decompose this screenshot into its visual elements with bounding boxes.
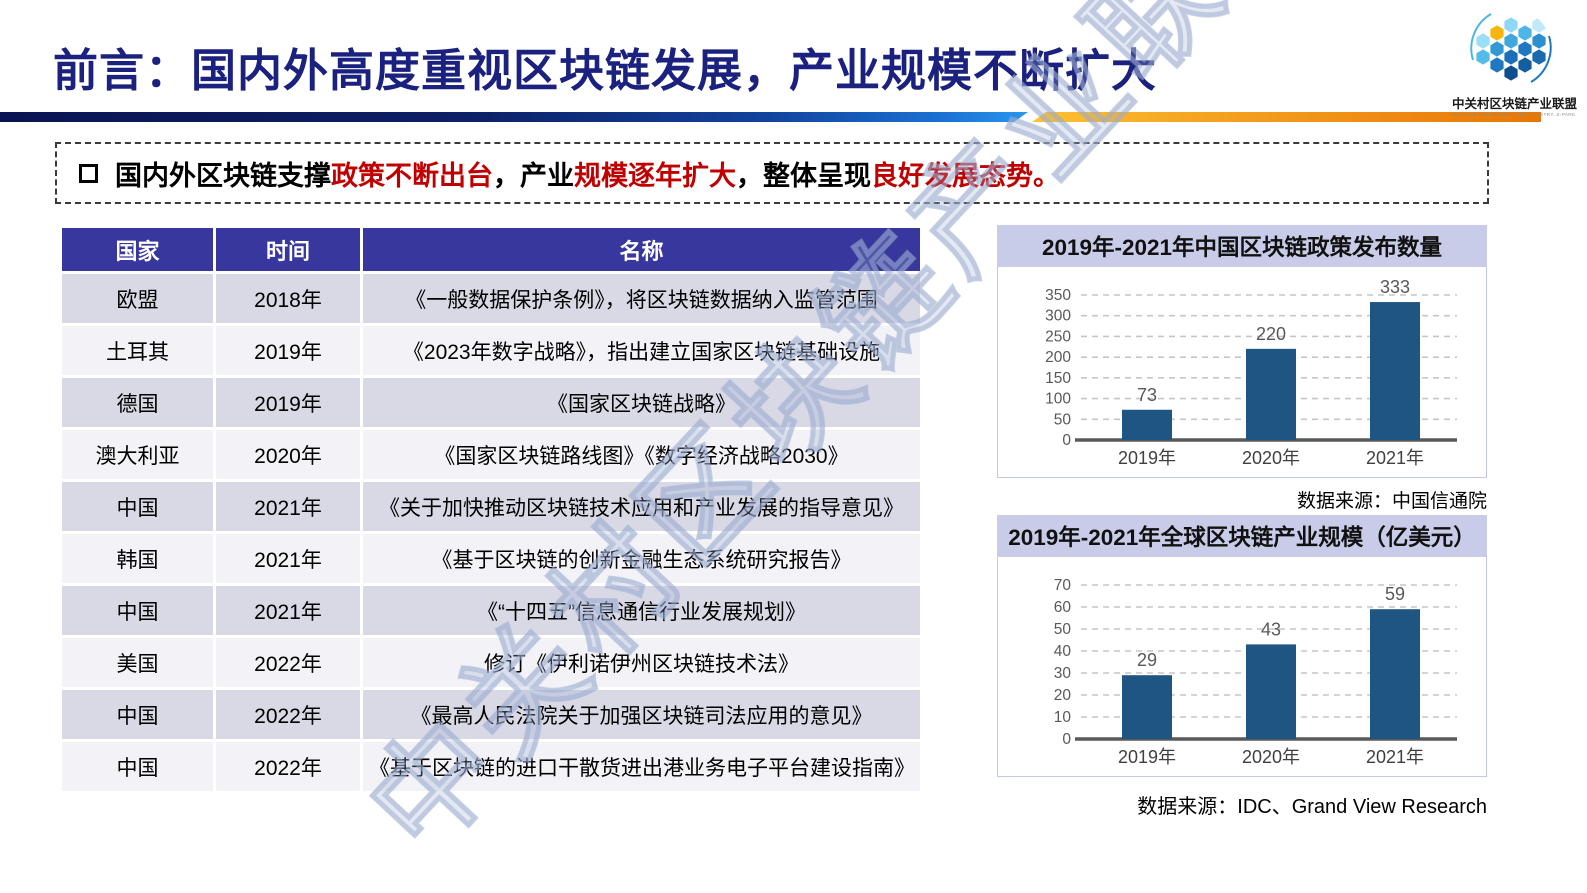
y-tick-label: 10 bbox=[1054, 709, 1072, 726]
bar-value-label: 220 bbox=[1256, 324, 1286, 344]
chart1-source: 数据来源：中国信通院 bbox=[1296, 491, 1487, 512]
table-cell-country: 欧盟 bbox=[62, 274, 213, 323]
statement-emphasis: 政策不断出台 bbox=[331, 160, 493, 191]
chart1-title: 2019年-2021年中国区块链政策发布数量 bbox=[997, 225, 1487, 267]
logo-name: 中关村区块链产业联盟 bbox=[1452, 97, 1578, 111]
table-cell-country: 中国 bbox=[62, 482, 213, 531]
table-cell-name: 《国家区块链路线图》《数字经济战略2030》 bbox=[363, 430, 920, 479]
statement-plain: ，产业 bbox=[493, 160, 574, 191]
statement-plain: 国内外区块链支撑 bbox=[115, 160, 331, 191]
y-tick-label: 350 bbox=[1045, 287, 1071, 304]
table-header-cell: 国家 bbox=[62, 228, 213, 271]
bar-value-label: 29 bbox=[1137, 650, 1157, 670]
bar-2019年 bbox=[1122, 675, 1172, 739]
statement-emphasis: 规模逐年扩大 bbox=[574, 160, 736, 191]
square-bullet-icon bbox=[79, 163, 98, 183]
table-cell-name: 《关于加快推动区块链技术应用和产业发展的指导意见》 bbox=[363, 482, 920, 531]
table-cell-country: 中国 bbox=[62, 586, 213, 635]
bar-2019年 bbox=[1122, 409, 1172, 440]
table-header-cell: 时间 bbox=[216, 228, 360, 271]
table-cell-year: 2021年 bbox=[216, 482, 360, 531]
bar-2020年 bbox=[1246, 644, 1296, 739]
bar-value-label: 333 bbox=[1380, 277, 1410, 297]
y-tick-label: 250 bbox=[1045, 328, 1071, 345]
y-tick-label: 20 bbox=[1054, 687, 1072, 704]
table-cell-year: 2020年 bbox=[216, 430, 360, 479]
table-cell-country: 中国 bbox=[62, 690, 213, 739]
table-cell-name: 《一般数据保护条例》，将区块链数据纳入监管范围 bbox=[363, 274, 920, 323]
y-tick-label: 0 bbox=[1062, 432, 1071, 449]
y-tick-label: 60 bbox=[1054, 599, 1072, 616]
table-cell-name: 《2023年数字战略》，指出建立国家区块链基础设施 bbox=[363, 326, 920, 375]
x-category-label: 2021年 bbox=[1366, 448, 1424, 468]
bar-value-label: 43 bbox=[1261, 619, 1281, 639]
table-cell-country: 土耳其 bbox=[62, 326, 213, 375]
page-title: 前言：国内外高度重视区块链发展，产业规模不断扩大 bbox=[53, 45, 1158, 96]
x-category-label: 2020年 bbox=[1242, 448, 1300, 468]
table-cell-country: 澳大利亚 bbox=[62, 430, 213, 479]
chart-card-china-policy: 2019年-2021年中国区块链政策发布数量 50 100 150 200 250 300… bbox=[997, 225, 1487, 478]
y-tick-label: 150 bbox=[1045, 370, 1071, 387]
table-cell-year: 2019年 bbox=[216, 326, 360, 375]
table-header-cell: 名称 bbox=[363, 228, 920, 271]
chart1-bar-plot: 50 100 150 200 250 300 350 0 73 2019年 220 2020年 333 2… bbox=[1045, 277, 1457, 468]
y-tick-label: 70 bbox=[1054, 577, 1072, 594]
globe-arc bbox=[1470, 13, 1492, 61]
title-divider bbox=[0, 112, 1541, 122]
table-cell-year: 2022年 bbox=[216, 638, 360, 687]
chart2-bar-plot: 10 20 30 40 50 60 70 0 29 2019年 43 2020年 59 2021年 bbox=[1054, 577, 1457, 767]
statement-emphasis: 良好发展态势。 bbox=[871, 160, 1060, 191]
bar-2021年 bbox=[1370, 609, 1420, 739]
table-cell-name: 修订《伊利诺伊州区块链技术法》 bbox=[363, 638, 920, 687]
chart2-title: 2019年-2021年全球区块链产业规模（亿美元） bbox=[997, 515, 1487, 557]
y-tick-label: 100 bbox=[1045, 391, 1071, 408]
table-cell-name: 《“十四五”信息通信行业发展规划》 bbox=[363, 586, 920, 635]
y-tick-label: 50 bbox=[1054, 411, 1072, 428]
divider-blue-segment bbox=[0, 112, 1028, 122]
logo-subtitle: ALLIANCE FOR BLOCKCHAIN INDUSTRY, Z-PARK bbox=[1452, 112, 1576, 117]
y-tick-label: 50 bbox=[1054, 621, 1072, 638]
bar-2020年 bbox=[1246, 348, 1296, 440]
globe-hexagon-icon bbox=[1470, 13, 1552, 83]
x-category-label: 2019年 bbox=[1118, 448, 1176, 468]
table-cell-name: 《基于区块链的创新金融生态系统研究报告》 bbox=[363, 534, 920, 583]
key-statement-box: 国内外区块链支撑政策不断出台，产业规模逐年扩大，整体呈现良好发展态势。 bbox=[55, 142, 1489, 204]
y-tick-label: 30 bbox=[1054, 665, 1072, 682]
table-cell-year: 2019年 bbox=[216, 378, 360, 427]
table-cell-country: 韩国 bbox=[62, 534, 213, 583]
chart-card-global-scale: 2019年-2021年全球区块链产业规模（亿美元） 10 20 30 40 50 60 70… bbox=[997, 515, 1487, 777]
table-cell-year: 2021年 bbox=[216, 586, 360, 635]
table-cell-country: 中国 bbox=[62, 742, 213, 791]
table-cell-year: 2018年 bbox=[216, 274, 360, 323]
globe-arc bbox=[1530, 35, 1552, 83]
bar-value-label: 73 bbox=[1137, 385, 1157, 405]
x-category-label: 2021年 bbox=[1366, 747, 1424, 767]
table-cell-country: 德国 bbox=[62, 378, 213, 427]
chart2-source: 数据来源：IDC、Grand View Research bbox=[1137, 796, 1487, 818]
table-cell-year: 2022年 bbox=[216, 690, 360, 739]
table-cell-name: 《基于区块链的进口干散货进出港业务电子平台建设指南》 bbox=[363, 742, 920, 791]
bar-value-label: 59 bbox=[1385, 584, 1405, 604]
y-tick-label: 0 bbox=[1062, 731, 1071, 748]
table-cell-year: 2022年 bbox=[216, 742, 360, 791]
table-cell-name: 《国家区块链战略》 bbox=[363, 378, 920, 427]
y-tick-label: 300 bbox=[1045, 308, 1071, 325]
statement-plain: ，整体呈现 bbox=[736, 160, 871, 191]
y-tick-label: 40 bbox=[1054, 643, 1072, 660]
table-cell-year: 2021年 bbox=[216, 534, 360, 583]
divider-orange-segment bbox=[1032, 112, 1541, 122]
hexagon-cluster bbox=[1476, 17, 1546, 81]
key-statement-text: 国内外区块链支撑政策不断出台，产业规模逐年扩大，整体呈现良好发展态势。 bbox=[115, 154, 1060, 193]
y-tick-label: 200 bbox=[1045, 349, 1071, 366]
bar-2021年 bbox=[1370, 302, 1420, 440]
table-cell-name: 《最高人民法院关于加强区块链司法应用的意见》 bbox=[363, 690, 920, 739]
table-cell-country: 美国 bbox=[62, 638, 213, 687]
x-category-label: 2020年 bbox=[1242, 747, 1300, 767]
policy-table: 国家 时间 名称 欧盟 2018年 《一般数据保护条例》，将区块链数据纳入监管范围 土耳其 2… bbox=[62, 228, 920, 791]
org-logo: 中关村区块链产业联盟 ALLIANCE FOR BLOCKCHAIN INDUS… bbox=[1452, 6, 1578, 117]
x-category-label: 2019年 bbox=[1118, 747, 1176, 767]
